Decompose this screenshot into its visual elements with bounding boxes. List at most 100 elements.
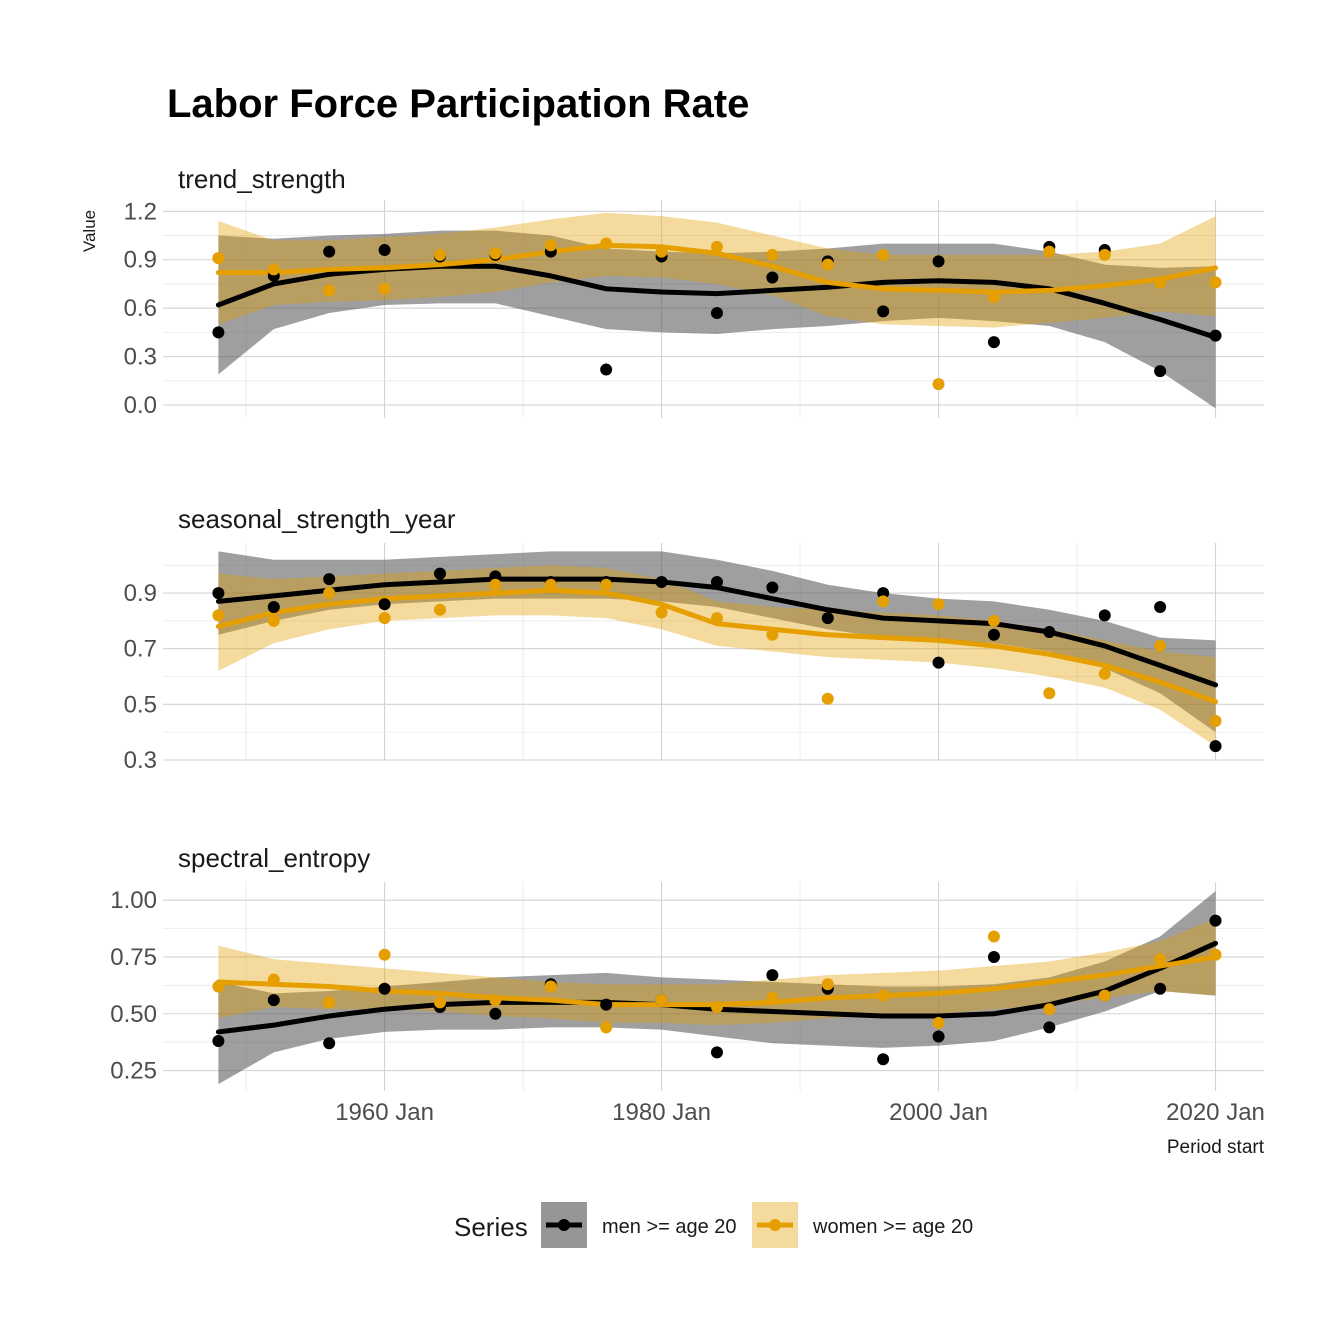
facet-title: spectral_entropy (178, 843, 370, 873)
confidence-band-women-age-20 (218, 565, 1216, 747)
facet-title: trend_strength (178, 164, 346, 194)
point-men-age-20 (323, 245, 336, 258)
x-tick-label: 1960 Jan (335, 1099, 434, 1126)
point-women-age-20 (987, 930, 1000, 943)
y-tick-label: 0.7 (124, 636, 157, 663)
point-men-age-20 (378, 982, 391, 995)
point-men-age-20 (1209, 329, 1222, 342)
point-women-age-20 (1043, 1003, 1056, 1016)
y-tick-label: 0.50 (110, 1001, 157, 1028)
smooth-line-women-age-20 (215, 242, 1219, 295)
facet-title: seasonal_strength_year (178, 504, 456, 534)
point-women-age-20 (1043, 687, 1056, 700)
panel-trend-strength: trend_strength 0.0 0.3 0.6 0.9 1.2 (124, 164, 1264, 419)
point-men-age-20 (987, 628, 1000, 641)
point-women-age-20 (212, 980, 225, 993)
point-men-age-20 (489, 1007, 502, 1020)
point-women-age-20 (710, 1000, 723, 1013)
point-women-age-20 (766, 991, 779, 1004)
y-tick-label: 0.5 (124, 691, 157, 718)
point-women-age-20 (378, 948, 391, 961)
point-men-age-20 (433, 567, 446, 580)
point-women-age-20 (821, 692, 834, 705)
point-women-age-20 (877, 595, 890, 608)
x-axis: 1960 Jan 1980 Jan 2000 Jan 2020 Jan (335, 1099, 1265, 1126)
point-women-age-20 (932, 1016, 945, 1029)
point-men-age-20 (877, 1053, 890, 1066)
x-tick-label: 2000 Jan (889, 1099, 988, 1126)
point-men-age-20 (987, 336, 1000, 349)
point-women-age-20 (544, 239, 557, 252)
point-men-age-20 (323, 1037, 336, 1050)
point-women-age-20 (378, 282, 391, 295)
point-women-age-20 (433, 996, 446, 1009)
point-men-age-20 (932, 656, 945, 669)
legend-title: Series (454, 1212, 528, 1242)
confidence-band-men-age-20 (218, 891, 1216, 1085)
point-men-age-20 (766, 271, 779, 284)
panel-spectral-entropy: spectral_entropy 0.25 0.50 0.75 1.00 (110, 843, 1264, 1091)
point-men-age-20 (212, 326, 225, 339)
point-men-age-20 (932, 1030, 945, 1043)
point-men-age-20 (267, 600, 280, 613)
x-axis-label: Period start (1167, 1137, 1265, 1158)
point-men-age-20 (710, 575, 723, 588)
point-men-age-20 (766, 969, 779, 982)
point-women-age-20 (987, 614, 1000, 627)
legend-item-women-age-20: women >= age 20 (752, 1202, 973, 1248)
point-women-age-20 (212, 609, 225, 622)
point-women-age-20 (987, 290, 1000, 303)
point-women-age-20 (821, 978, 834, 991)
x-tick-label: 2020 Jan (1166, 1099, 1265, 1126)
point-men-age-20 (1154, 365, 1167, 378)
facet-panels: trend_strength 0.0 0.3 0.6 0.9 1.2 seasonal_st… (110, 164, 1264, 1091)
point-women-age-20 (1209, 276, 1222, 289)
point-women-age-20 (1043, 245, 1056, 258)
point-men-age-20 (267, 994, 280, 1007)
point-women-age-20 (1209, 715, 1222, 728)
point-men-age-20 (600, 998, 613, 1011)
point-women-age-20 (877, 989, 890, 1002)
point-women-age-20 (655, 994, 668, 1007)
point-women-age-20 (821, 258, 834, 271)
point-women-age-20 (489, 247, 502, 260)
point-women-age-20 (489, 994, 502, 1007)
point-men-age-20 (1043, 626, 1056, 639)
point-men-age-20 (766, 581, 779, 594)
point-men-age-20 (821, 612, 834, 625)
point-women-age-20 (212, 252, 225, 265)
point-men-age-20 (323, 573, 336, 586)
point-women-age-20 (489, 578, 502, 591)
point-women-age-20 (323, 996, 336, 1009)
point-men-age-20 (378, 598, 391, 611)
point-women-age-20 (600, 578, 613, 591)
y-tick-label: 0.75 (110, 944, 157, 971)
point-women-age-20 (600, 1021, 613, 1034)
point-women-age-20 (323, 587, 336, 600)
y-tick-label: 0.25 (110, 1058, 157, 1085)
y-tick-label: 1.00 (110, 887, 157, 914)
point-women-age-20 (877, 248, 890, 261)
y-tick-label: 0.9 (124, 247, 157, 274)
point-men-age-20 (1098, 609, 1111, 622)
legend-key-point (558, 1219, 570, 1231)
point-women-age-20 (1154, 639, 1167, 652)
point-men-age-20 (600, 363, 613, 376)
point-women-age-20 (600, 237, 613, 250)
point-women-age-20 (932, 598, 945, 611)
point-women-age-20 (1154, 276, 1167, 289)
point-women-age-20 (1154, 953, 1167, 966)
confidence-band-men-age-20 (218, 230, 1216, 409)
point-women-age-20 (267, 263, 280, 276)
point-women-age-20 (544, 578, 557, 591)
point-men-age-20 (1043, 1021, 1056, 1034)
y-tick-label: 1.2 (124, 198, 157, 225)
panel-seasonal-strength-year: seasonal_strength_year 0.3 0.5 0.7 0.9 (124, 504, 1264, 774)
point-women-age-20 (1209, 948, 1222, 961)
point-men-age-20 (710, 307, 723, 320)
point-women-age-20 (766, 248, 779, 261)
legend-key-point (769, 1219, 781, 1231)
point-men-age-20 (1154, 600, 1167, 613)
y-axis-label: Value (80, 210, 99, 252)
